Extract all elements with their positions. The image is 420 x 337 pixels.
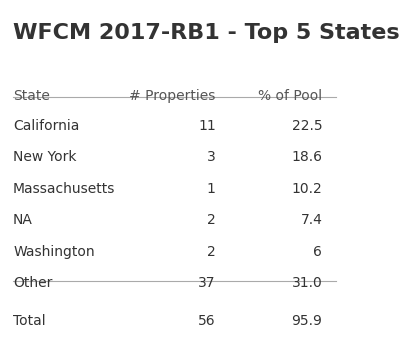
- Text: % of Pool: % of Pool: [258, 89, 322, 103]
- Text: California: California: [13, 119, 79, 133]
- Text: Washington: Washington: [13, 245, 94, 259]
- Text: Total: Total: [13, 314, 46, 328]
- Text: 37: 37: [198, 276, 216, 290]
- Text: Other: Other: [13, 276, 52, 290]
- Text: 7.4: 7.4: [300, 213, 322, 227]
- Text: 22.5: 22.5: [291, 119, 322, 133]
- Text: Massachusetts: Massachusetts: [13, 182, 116, 196]
- Text: 95.9: 95.9: [291, 314, 322, 328]
- Text: State: State: [13, 89, 50, 103]
- Text: WFCM 2017-RB1 - Top 5 States: WFCM 2017-RB1 - Top 5 States: [13, 23, 400, 43]
- Text: 2: 2: [207, 245, 216, 259]
- Text: 6: 6: [313, 245, 322, 259]
- Text: 3: 3: [207, 150, 216, 164]
- Text: New York: New York: [13, 150, 76, 164]
- Text: 10.2: 10.2: [291, 182, 322, 196]
- Text: 2: 2: [207, 213, 216, 227]
- Text: 18.6: 18.6: [291, 150, 322, 164]
- Text: NA: NA: [13, 213, 33, 227]
- Text: 31.0: 31.0: [291, 276, 322, 290]
- Text: 56: 56: [198, 314, 216, 328]
- Text: 11: 11: [198, 119, 216, 133]
- Text: 1: 1: [207, 182, 216, 196]
- Text: # Properties: # Properties: [129, 89, 216, 103]
